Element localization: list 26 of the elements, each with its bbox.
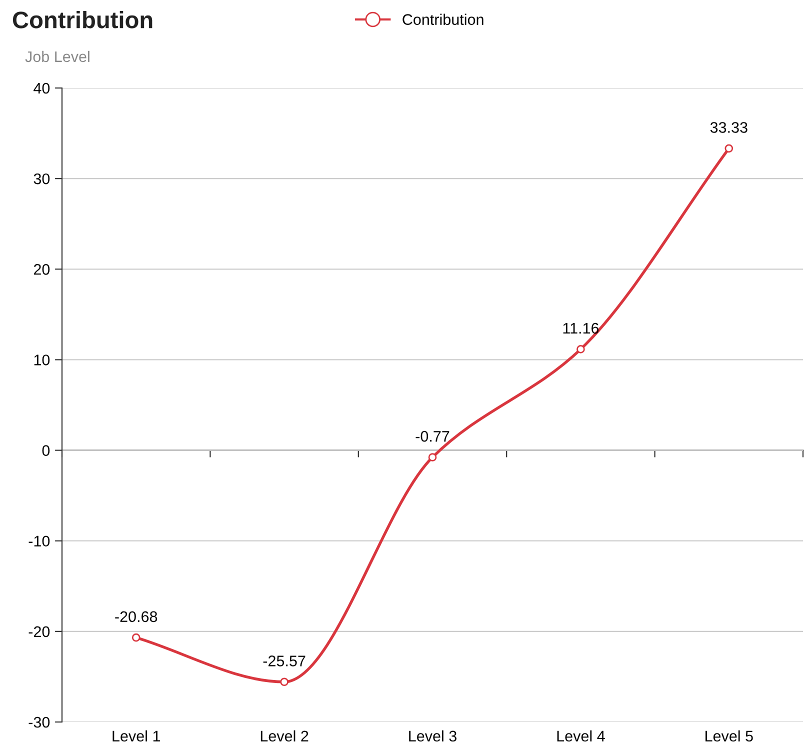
x-tick-label: Level 2 — [260, 730, 308, 742]
data-label: -25.57 — [263, 656, 306, 666]
y-tick-label: -30 — [28, 716, 50, 728]
y-tick-label: 30 — [34, 173, 50, 184]
x-tick-label: Level 5 — [706, 730, 753, 742]
data-label: 11.16 — [563, 322, 599, 334]
data-label: -20.68 — [115, 611, 158, 622]
x-tick-label: Level 3 — [409, 730, 456, 742]
data-label: -0.77 — [416, 430, 450, 442]
chart-title: Contribution — [12, 10, 152, 28]
y-axis-title: Job Level — [25, 50, 90, 62]
point — [724, 144, 734, 153]
point — [428, 453, 437, 462]
point — [576, 345, 585, 354]
legend-label: Contribution — [402, 14, 484, 25]
y-tick-label: 20 — [34, 264, 50, 275]
y-tick-label: -10 — [28, 536, 50, 547]
point — [132, 633, 140, 642]
y-tick-label: 40 — [34, 82, 50, 94]
y-tick-label: 10 — [34, 354, 50, 366]
x-tick-label: Level 4 — [557, 730, 605, 742]
y-tick-label: -20 — [28, 626, 50, 638]
point — [280, 678, 288, 686]
y-tick-label: 0 — [42, 445, 50, 456]
x-tick-label: Level 1 — [112, 730, 160, 742]
data-label: 33.33 — [710, 122, 748, 133]
